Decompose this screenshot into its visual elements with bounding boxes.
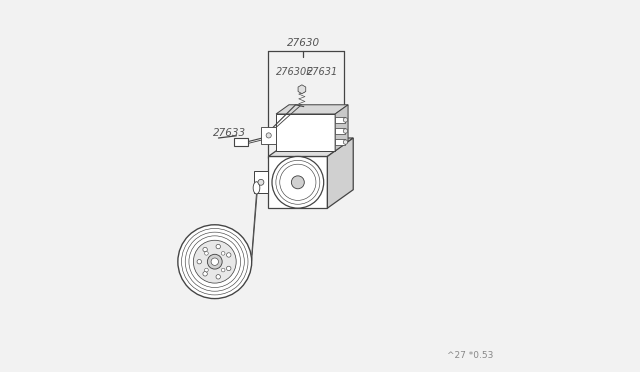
Polygon shape [253, 171, 268, 193]
Circle shape [216, 275, 220, 279]
FancyBboxPatch shape [234, 138, 248, 146]
Polygon shape [268, 157, 328, 208]
Circle shape [203, 272, 207, 276]
Polygon shape [335, 105, 348, 151]
Polygon shape [276, 105, 348, 114]
Polygon shape [328, 138, 353, 208]
Circle shape [343, 140, 348, 144]
Polygon shape [276, 114, 335, 151]
Text: 27630: 27630 [287, 38, 320, 48]
Circle shape [291, 176, 304, 189]
Circle shape [221, 268, 225, 272]
Circle shape [216, 244, 220, 249]
Polygon shape [335, 116, 346, 123]
Circle shape [343, 118, 348, 122]
Circle shape [178, 225, 252, 299]
Text: 27630E: 27630E [276, 67, 313, 77]
Circle shape [211, 258, 218, 265]
Circle shape [197, 260, 202, 264]
Text: 27633: 27633 [213, 128, 246, 138]
Circle shape [266, 133, 271, 138]
Circle shape [343, 129, 348, 133]
Circle shape [205, 268, 208, 272]
Polygon shape [335, 128, 346, 134]
Circle shape [203, 247, 207, 252]
Circle shape [272, 157, 324, 208]
Text: 27631: 27631 [307, 67, 339, 77]
Polygon shape [268, 138, 353, 157]
Ellipse shape [253, 182, 260, 194]
Circle shape [227, 266, 231, 271]
Polygon shape [298, 85, 306, 94]
Circle shape [258, 179, 264, 185]
Circle shape [205, 251, 208, 255]
Circle shape [207, 254, 222, 269]
Polygon shape [335, 139, 346, 145]
Circle shape [221, 251, 225, 255]
Circle shape [227, 253, 231, 257]
Polygon shape [261, 127, 276, 144]
Circle shape [193, 240, 236, 283]
Text: ^27 *0.53: ^27 *0.53 [447, 350, 493, 359]
